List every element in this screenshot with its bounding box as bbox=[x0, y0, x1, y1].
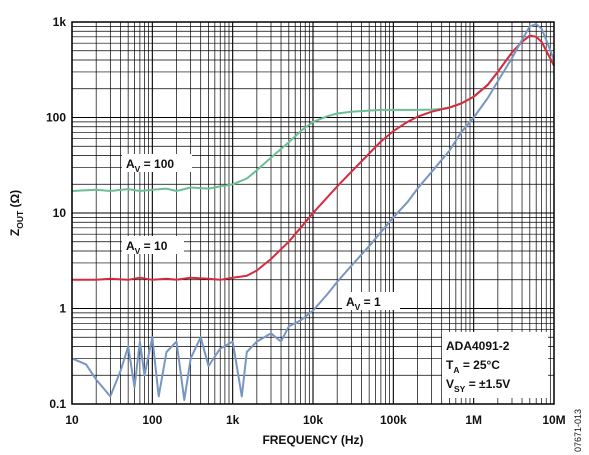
label-av10: AV = 10 bbox=[126, 239, 168, 256]
figure-code: 07671-013 bbox=[573, 409, 583, 452]
x-tick-label: 100 bbox=[142, 413, 162, 427]
x-axis-title: FREQUENCY (Hz) bbox=[262, 433, 363, 447]
conditions-bg bbox=[442, 332, 548, 398]
y-tick-label: 1 bbox=[59, 302, 66, 316]
y-tick-labels: 0.1 1 10 100 1k bbox=[46, 15, 66, 411]
label-av10-bg bbox=[122, 236, 184, 254]
y-tick-label: 10 bbox=[53, 206, 67, 220]
y-tick-label: 100 bbox=[46, 111, 66, 125]
supply-condition: VSY = ±1.5V bbox=[446, 377, 510, 394]
y-axis-title: ZOUT (Ω) bbox=[8, 190, 25, 236]
label-av1: AV = 1 bbox=[346, 295, 381, 312]
series-labels: AV = 100 AV = 10 AV = 1 bbox=[122, 154, 400, 312]
label-av100-bg bbox=[122, 154, 192, 172]
x-tick-label: 10 bbox=[65, 413, 79, 427]
series-av1-line bbox=[71, 23, 555, 401]
part-number: ADA4091-2 bbox=[446, 339, 510, 353]
label-av1-bg bbox=[342, 292, 400, 310]
x-tick-label: 100k bbox=[380, 413, 407, 427]
y-tick-label: 1k bbox=[53, 15, 67, 29]
x-tick-label: 1M bbox=[465, 413, 482, 427]
x-tick-label: 10k bbox=[303, 413, 323, 427]
x-tick-labels: 10 100 1k 10k 100k 1M 10M bbox=[65, 413, 565, 427]
series-av10-line bbox=[72, 34, 555, 281]
conditions-box: ADA4091-2 TA = 25°C VSY = ±1.5V bbox=[442, 332, 548, 398]
y-tick-label: 0.1 bbox=[49, 397, 66, 411]
x-tick-label: 1k bbox=[226, 413, 240, 427]
label-av100: AV = 100 bbox=[126, 157, 174, 174]
plot-frame bbox=[71, 21, 555, 405]
x-tick-label: 10M bbox=[542, 413, 565, 427]
series-layer bbox=[71, 23, 555, 401]
plot-grid bbox=[71, 22, 554, 405]
temperature-condition: TA = 25°C bbox=[446, 358, 500, 375]
